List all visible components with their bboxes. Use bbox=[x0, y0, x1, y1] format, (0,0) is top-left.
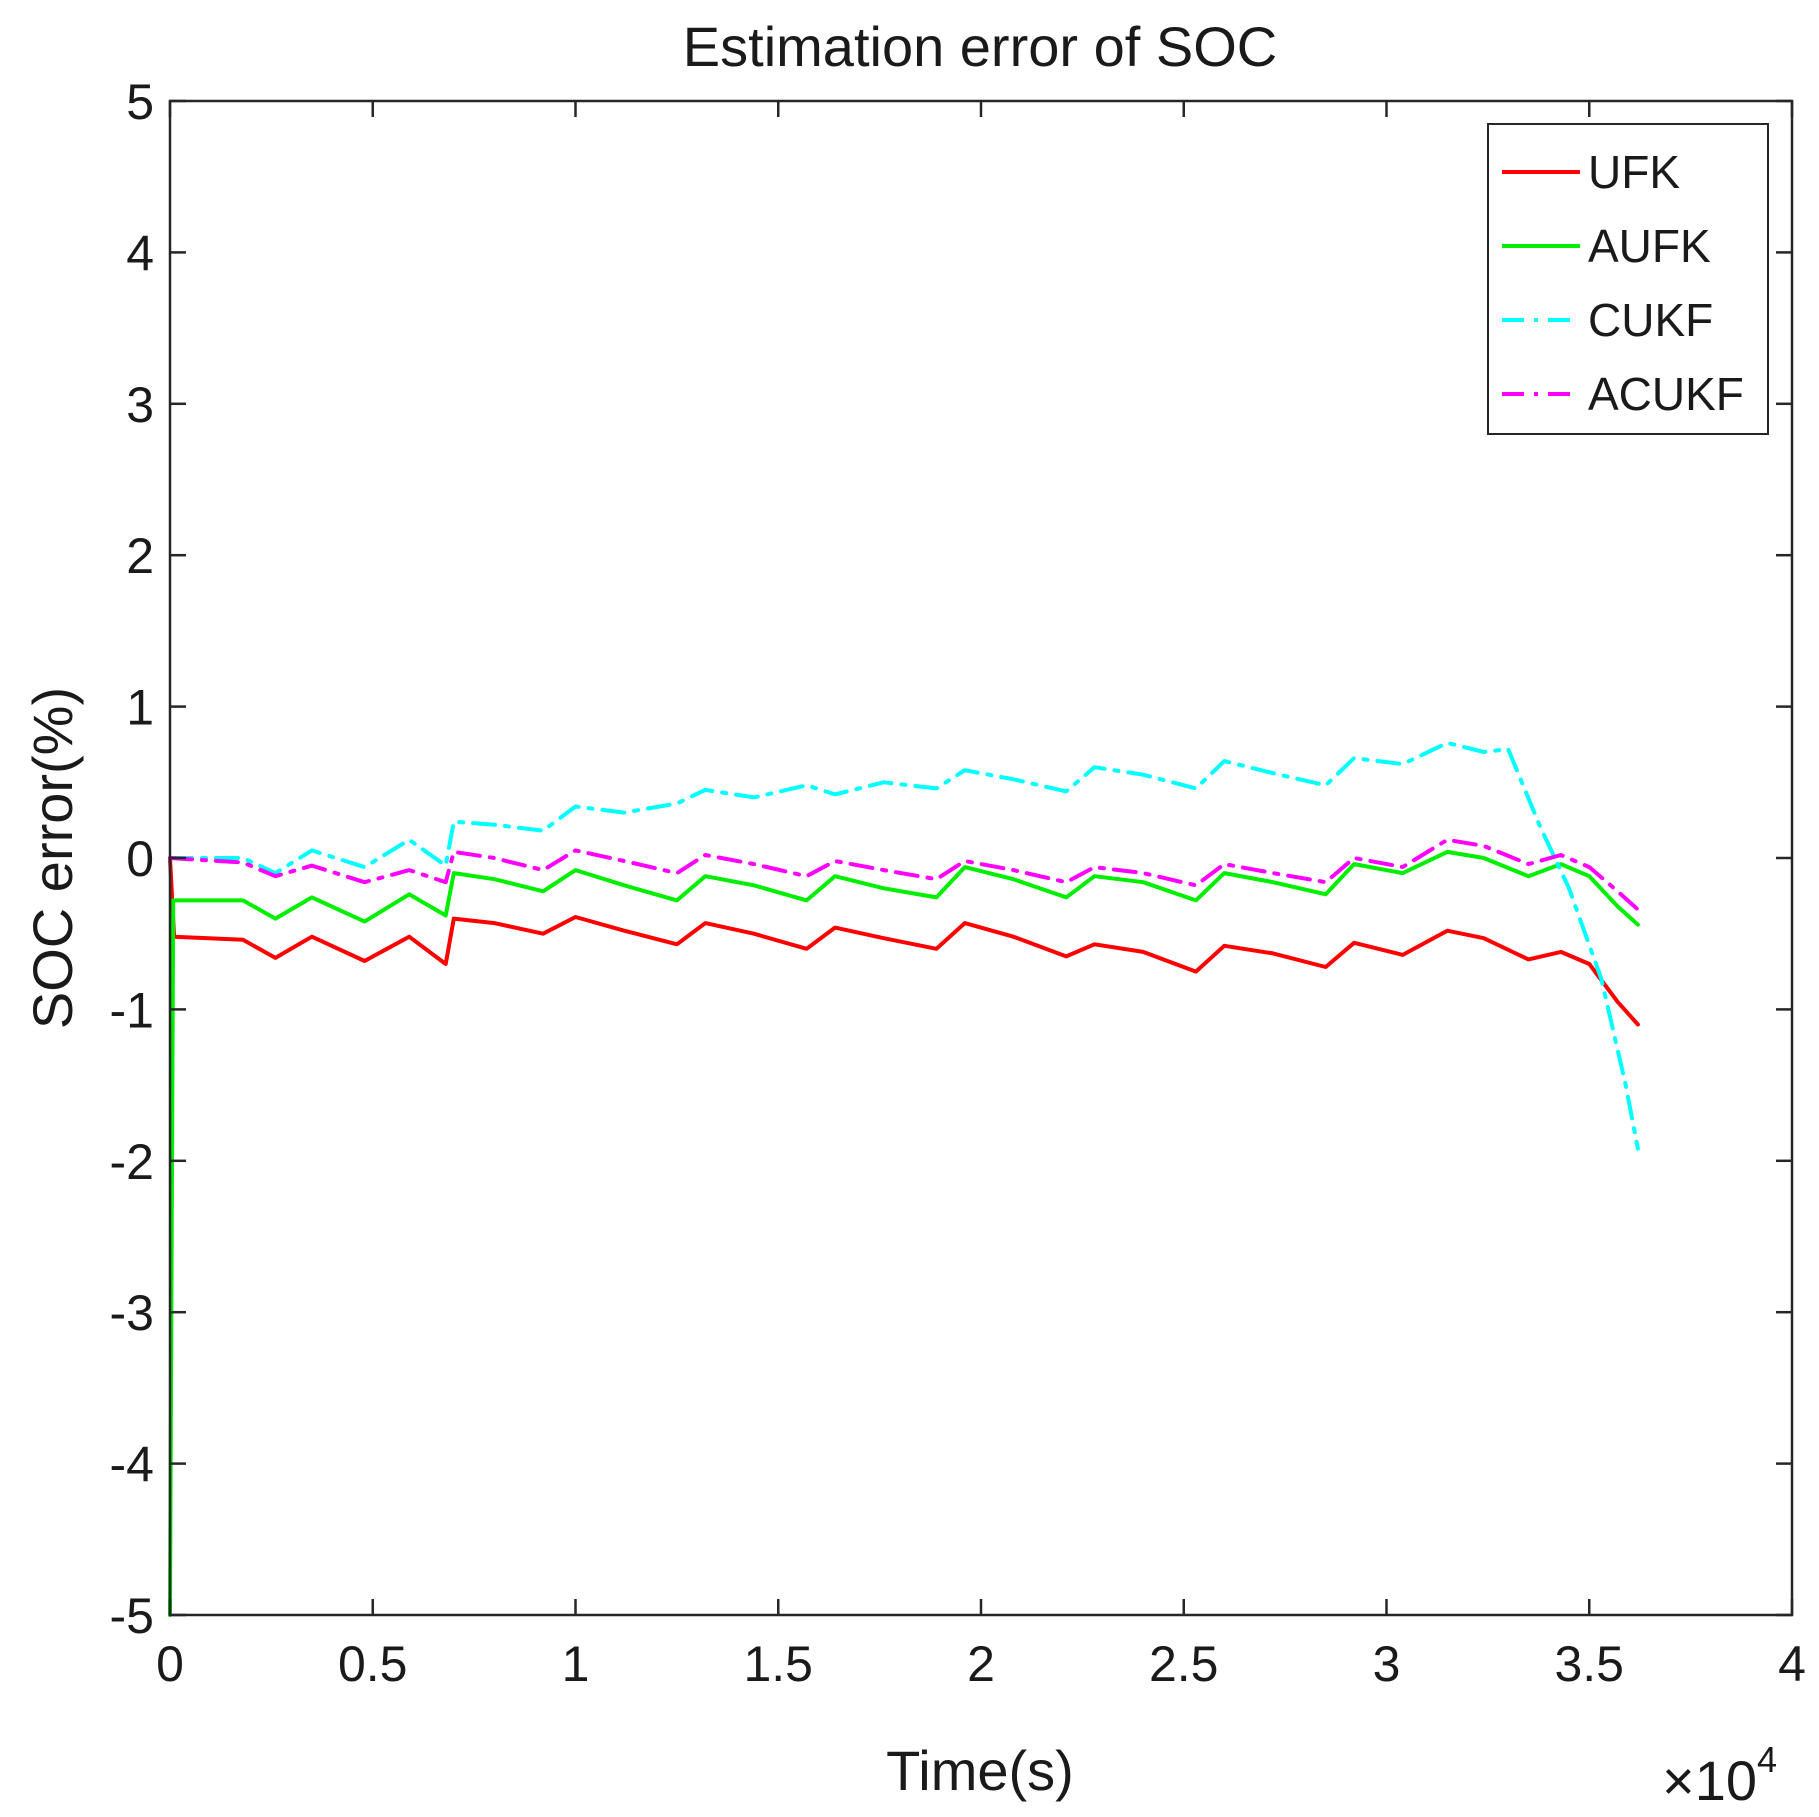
series-line-aufk bbox=[168, 849, 1640, 1617]
legend: UFK AUFK CUKF ACUKF bbox=[1487, 123, 1769, 435]
ticks-layer: 0 0.5 1 1.5 2 2.5 3 3.5 4 -5 -4 -3 -2 -1 0 1 2 3 4 5 bbox=[110, 74, 1806, 1692]
series-layer bbox=[168, 740, 1640, 1617]
y-tick-label: -2 bbox=[110, 1134, 154, 1190]
legend-label-acukf: ACUKF bbox=[1588, 368, 1744, 420]
y-tick-label: 4 bbox=[126, 225, 154, 281]
y-tick-label: -1 bbox=[110, 982, 154, 1038]
x-tick-label: 3 bbox=[1373, 1636, 1401, 1692]
x-tick-label: 2 bbox=[967, 1636, 995, 1692]
x-tick-label: 2.5 bbox=[1149, 1636, 1219, 1692]
x-axis-exponent-base: ×10 bbox=[1662, 1749, 1757, 1812]
y-tick-label: 3 bbox=[126, 377, 154, 433]
x-axis-label: Time(s) bbox=[886, 1739, 1074, 1802]
x-axis-exponent-power: 4 bbox=[1757, 1739, 1777, 1780]
y-tick-label: 0 bbox=[126, 831, 154, 887]
x-tick-label: 4 bbox=[1778, 1636, 1806, 1692]
x-tick-label: 0.5 bbox=[338, 1636, 408, 1692]
x-tick-label: 0 bbox=[156, 1636, 184, 1692]
legend-label-aufk: AUFK bbox=[1588, 220, 1711, 272]
x-tick-label: 1 bbox=[562, 1636, 590, 1692]
y-tick-label: -5 bbox=[110, 1588, 154, 1644]
y-tick-label: 2 bbox=[126, 528, 154, 584]
y-axis-label: SOC error(%) bbox=[21, 687, 84, 1029]
x-tick-label: 3.5 bbox=[1554, 1636, 1624, 1692]
y-tick-label: -3 bbox=[110, 1285, 154, 1341]
series-line-acukf bbox=[168, 837, 1640, 912]
x-axis-exponent: ×104 bbox=[1662, 1739, 1777, 1812]
x-tick-label: 1.5 bbox=[743, 1636, 813, 1692]
y-tick-label: 5 bbox=[126, 74, 154, 130]
y-tick-label: 1 bbox=[126, 680, 154, 736]
series-line-ufk bbox=[168, 856, 1640, 1027]
legend-items: UFK AUFK CUKF ACUKF bbox=[1502, 146, 1744, 420]
legend-label-ufk: UFK bbox=[1588, 146, 1680, 198]
legend-box bbox=[1487, 123, 1769, 435]
legend-label-cukf: CUKF bbox=[1588, 294, 1713, 346]
series-line-cukf bbox=[168, 740, 1640, 1151]
chart-title: Estimation error of SOC bbox=[683, 15, 1277, 78]
y-tick-label: -4 bbox=[110, 1437, 154, 1493]
